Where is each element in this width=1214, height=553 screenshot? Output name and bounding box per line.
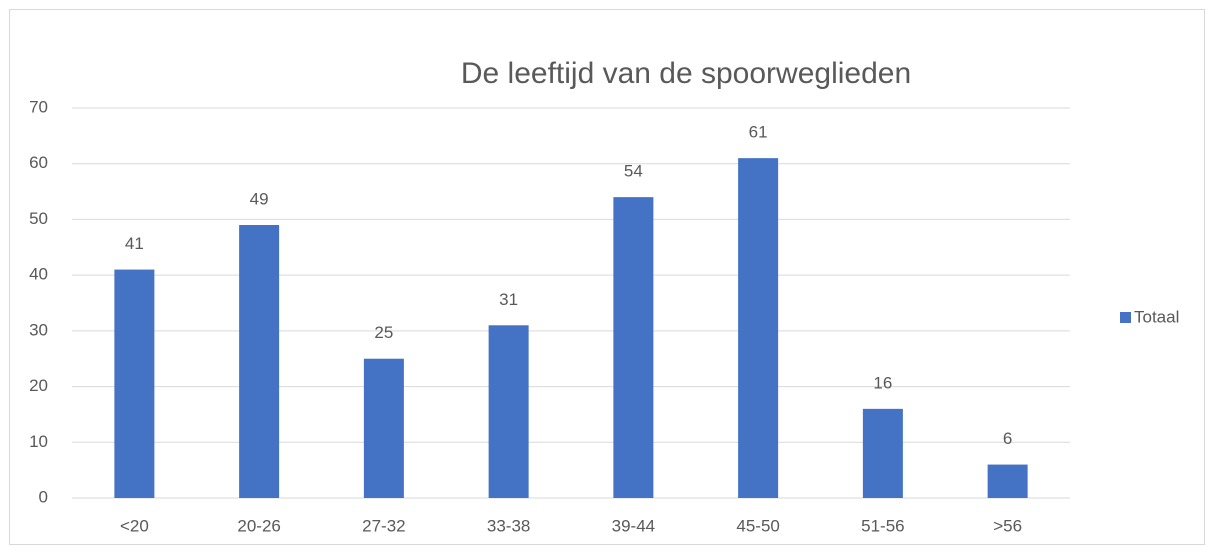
x-tick-label: 27-32 [362,516,405,535]
y-tick-label: 70 [29,97,48,116]
y-tick-label: 50 [29,209,48,228]
y-tick-label: 60 [29,153,48,172]
bar [613,197,654,498]
data-label: 54 [624,162,643,181]
y-tick-label: 0 [39,487,48,506]
bar [738,158,779,498]
data-label: 16 [873,373,892,392]
data-label: 31 [499,290,518,309]
x-tick-label: 45-50 [736,516,779,535]
data-label: 61 [749,123,768,142]
bar [862,408,903,498]
legend-label: Totaal [1134,307,1179,326]
x-tick-label: 39-44 [612,516,655,535]
bar [488,325,529,498]
x-tick-label: >56 [993,516,1022,535]
bar [987,464,1028,498]
bar [239,225,280,498]
y-tick-label: 10 [29,432,48,451]
data-label: 6 [1003,429,1012,448]
data-label: 41 [125,234,144,253]
legend-swatch [1120,312,1131,323]
data-label: 49 [250,189,269,208]
x-tick-label: <20 [120,516,149,535]
x-tick-label: 20-26 [237,516,280,535]
y-tick-label: 20 [29,376,48,395]
data-label: 25 [374,323,393,342]
chart-title: De leeftijd van de spoorweglieden [461,57,911,90]
x-tick-label: 33-38 [487,516,530,535]
bar [114,269,155,498]
x-tick-label: 51-56 [861,516,904,535]
y-tick-label: 30 [29,320,48,339]
y-tick-label: 40 [29,265,48,284]
bar [363,358,404,498]
chart-border [9,9,1205,545]
